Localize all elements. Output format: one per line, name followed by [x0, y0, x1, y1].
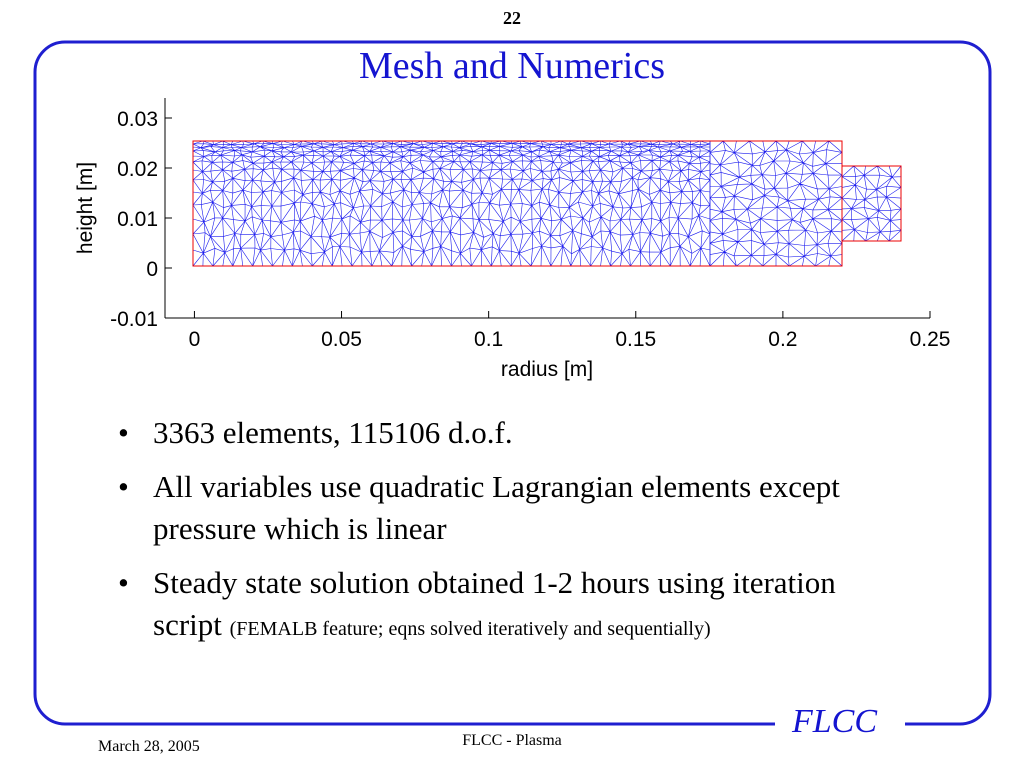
x-tick-label: 0 — [189, 328, 201, 351]
x-axis-label: radius [m] — [501, 358, 593, 381]
bullet: All variables use quadratic Lagrangian e… — [112, 466, 902, 550]
mesh-plot: radius [m] height [m] 0 0.05 0.1 0.15 0.2 0.2… — [74, 98, 951, 381]
bullet: Steady state solution obtained 1-2 hours… — [112, 562, 902, 646]
bullet-text: Steady state solution obtained 1-2 hours… — [153, 565, 836, 642]
footer-center: FLCC - Plasma — [462, 732, 562, 749]
y-tick-label: 0.02 — [117, 158, 158, 181]
bullet-note: (FEMALB feature; eqns solved iteratively… — [229, 618, 711, 640]
x-tick-label: 0.25 — [910, 328, 951, 351]
y-tick-label: 0.03 — [117, 108, 158, 131]
footer-date: March 28, 2005 — [98, 738, 200, 755]
y-axis-label: height [m] — [74, 162, 97, 254]
x-tick-label: 0.05 — [321, 328, 362, 351]
y-tick-label: 0.01 — [117, 208, 158, 231]
y-tick-label: 0 — [146, 258, 158, 281]
x-tick-label: 0.2 — [768, 328, 797, 351]
bullet-list: 3363 elements, 115106 d.o.f. All variabl… — [112, 412, 902, 658]
mesh-edges — [709, 140, 843, 267]
footer-logo: FLCC — [792, 703, 878, 740]
bullet-text: All variables use quadratic Lagrangian e… — [153, 469, 840, 546]
page-number: 22 — [503, 8, 521, 28]
bullet-text: 3363 elements, 115106 d.o.f. — [153, 415, 513, 450]
y-tick-label: -0.01 — [110, 308, 158, 331]
x-tick-label: 0.1 — [474, 328, 503, 351]
domain-outline — [841, 165, 902, 242]
bullet: 3363 elements, 115106 d.o.f. — [112, 412, 902, 454]
mesh — [192, 140, 902, 267]
mesh-edges — [192, 140, 711, 267]
x-tick-label: 0.15 — [615, 328, 656, 351]
mesh-edges — [841, 165, 902, 242]
frame-border — [33, 40, 992, 726]
slide-title: Mesh and Numerics — [358, 45, 666, 87]
